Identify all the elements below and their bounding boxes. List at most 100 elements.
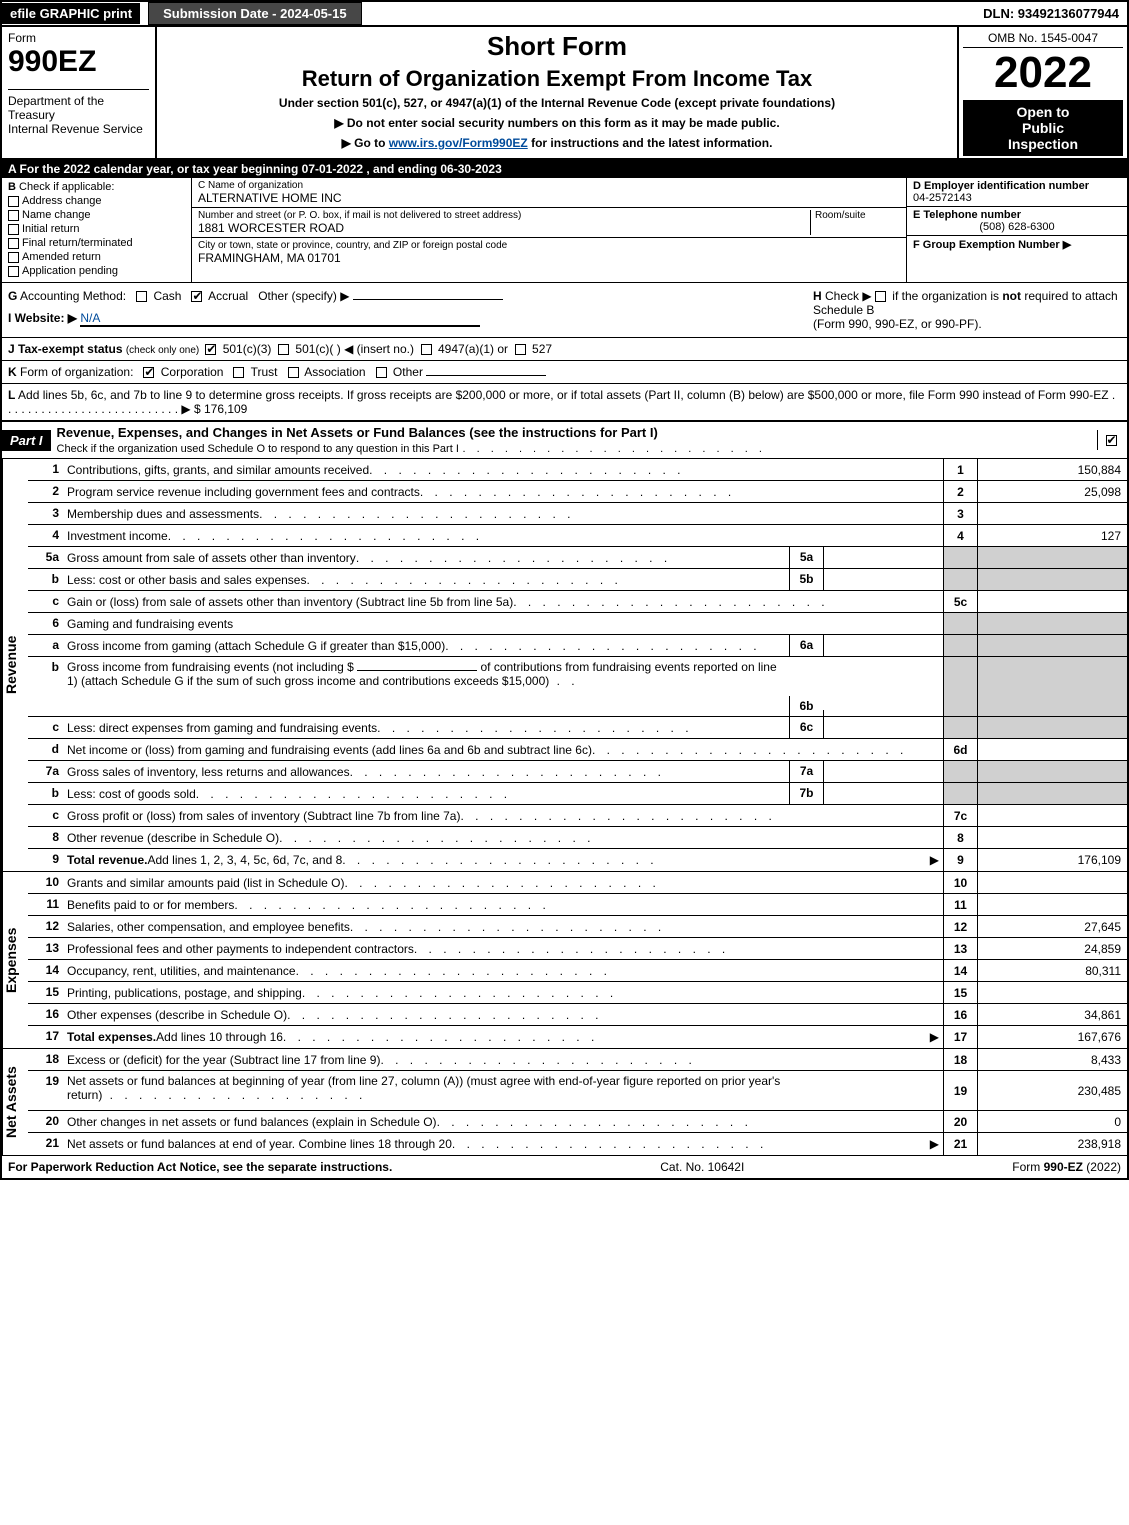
col-num: 17	[943, 1026, 977, 1048]
i-lead: I Website: ▶	[8, 311, 77, 325]
form-word: Form	[8, 31, 149, 45]
short-form-title: Short Form	[163, 31, 951, 62]
j-4947: 4947(a)(1) or	[438, 342, 508, 356]
col-val: 25,098	[977, 481, 1127, 502]
submission-date: Submission Date - 2024-05-15	[148, 2, 362, 25]
g-cash-checkbox[interactable]	[136, 291, 147, 302]
col-val	[977, 591, 1127, 612]
section-l: L Add lines 5b, 6c, and 7b to line 9 to …	[2, 384, 1127, 421]
line-desc: Occupancy, rent, utilities, and maintena…	[63, 960, 943, 981]
g-lead: G	[8, 289, 17, 303]
header-left: Form 990EZ Department of the Treasury In…	[2, 27, 157, 158]
line-15: 15Printing, publications, postage, and s…	[28, 982, 1127, 1004]
line-20: 20Other changes in net assets or fund ba…	[28, 1111, 1127, 1133]
section-b: B Check if applicable: Address change Na…	[2, 178, 192, 282]
j-527-checkbox[interactable]	[515, 344, 526, 355]
g-other: Other (specify) ▶	[258, 289, 349, 303]
j-501c3-checkbox[interactable]	[205, 344, 216, 355]
inspection-badge: Open to Public Inspection	[963, 100, 1123, 156]
col-num-shade	[943, 635, 977, 656]
line-6: 6Gaming and fundraising events	[28, 613, 1127, 635]
irs-link[interactable]: www.irs.gov/Form990EZ	[389, 136, 528, 150]
line-18: 18Excess or (deficit) for the year (Subt…	[28, 1049, 1127, 1071]
line-num: 15	[28, 982, 63, 1003]
g-label: Accounting Method:	[20, 289, 126, 303]
col-num: 6d	[943, 739, 977, 760]
col-val-shade	[977, 613, 1127, 634]
part1-title-block: Revenue, Expenses, and Changes in Net As…	[51, 422, 1097, 458]
line-6c: cLess: direct expenses from gaming and f…	[28, 717, 1127, 739]
b-name-change[interactable]: Name change	[8, 209, 185, 221]
footer-left: For Paperwork Reduction Act Notice, see …	[8, 1160, 392, 1174]
part1-checkbox[interactable]	[1106, 435, 1117, 446]
b-initial-return[interactable]: Initial return	[8, 223, 185, 235]
info-grid: B Check if applicable: Address change Na…	[2, 178, 1127, 283]
line-6d: dNet income or (loss) from gaming and fu…	[28, 739, 1127, 761]
b-address-change[interactable]: Address change	[8, 195, 185, 207]
b-final-return[interactable]: Final return/terminated	[8, 237, 185, 249]
dept-line2: Internal Revenue Service	[8, 122, 149, 136]
i-website-value[interactable]: N/A	[80, 311, 480, 327]
line-12: 12Salaries, other compensation, and empl…	[28, 916, 1127, 938]
line-6b: bGross income from fundraising events (n…	[28, 657, 1127, 717]
line-9: 9Total revenue. Add lines 1, 2, 3, 4, 5c…	[28, 849, 1127, 871]
l-text: Add lines 5b, 6c, and 7b to line 9 to de…	[18, 388, 1109, 402]
section-i: I Website: ▶ N/A	[8, 311, 801, 327]
col-num-shade	[943, 657, 977, 716]
col-num: 2	[943, 481, 977, 502]
line-desc: Professional fees and other payments to …	[63, 938, 943, 959]
col-val: 8,433	[977, 1049, 1127, 1070]
k-assoc: Association	[304, 365, 365, 379]
col-num: 19	[943, 1071, 977, 1110]
line-num: b	[28, 657, 63, 716]
footer-mid: Cat. No. 10642I	[392, 1160, 1012, 1174]
j-hint: (check only one) ­	[126, 345, 202, 356]
net-assets-block: Net Assets 18Excess or (deficit) for the…	[2, 1049, 1127, 1155]
section-h: H Check ▶ if the organization is not req…	[807, 283, 1127, 337]
k-assoc-checkbox[interactable]	[288, 367, 299, 378]
line-desc: Benefits paid to or for members . . . . …	[63, 894, 943, 915]
col-val	[977, 894, 1127, 915]
line-num: 5a	[28, 547, 63, 568]
k-trust-checkbox[interactable]	[233, 367, 244, 378]
col-num: 21	[943, 1133, 977, 1155]
b-item-0: Address change	[22, 195, 102, 207]
b-amended-return[interactable]: Amended return	[8, 251, 185, 263]
line-10: 10Grants and similar amounts paid (list …	[28, 872, 1127, 894]
line-13: 13Professional fees and other payments t…	[28, 938, 1127, 960]
k-other-checkbox[interactable]	[376, 367, 387, 378]
j-4947-checkbox[interactable]	[421, 344, 432, 355]
line-11: 11Benefits paid to or for members . . . …	[28, 894, 1127, 916]
line-2: 2Program service revenue including gover…	[28, 481, 1127, 503]
line-num: 9	[28, 849, 63, 871]
col-val-shade	[977, 569, 1127, 590]
b-application-pending[interactable]: Application pending	[8, 265, 185, 277]
col-num: 15	[943, 982, 977, 1003]
h-checkbox[interactable]	[875, 291, 886, 302]
line-desc: Program service revenue including govern…	[63, 481, 943, 502]
line-1: 1Contributions, gifts, grants, and simil…	[28, 459, 1127, 481]
k-lead: K	[8, 365, 17, 379]
expenses-block: Expenses 10Grants and similar amounts pa…	[2, 872, 1127, 1049]
line-4: 4Investment income . . . . . . . . . . .…	[28, 525, 1127, 547]
footer-right-post: (2022)	[1083, 1160, 1121, 1174]
line-num: 7a	[28, 761, 63, 782]
efile-print-label[interactable]: efile GRAPHIC print	[2, 3, 140, 24]
mini-num: 6a	[789, 635, 823, 656]
part1-label: Part I	[2, 430, 51, 451]
g-accrual-checkbox[interactable]	[191, 291, 202, 302]
col-num-shade	[943, 613, 977, 634]
col-val	[977, 739, 1127, 760]
col-num-shade	[943, 783, 977, 804]
k-corp-checkbox[interactable]	[143, 367, 154, 378]
line-desc: Membership dues and assessments . . . . …	[63, 503, 943, 524]
section-j: J Tax-exempt status (check only one) ­ 5…	[2, 338, 1127, 361]
j-501c-checkbox[interactable]	[278, 344, 289, 355]
mini-val	[823, 783, 943, 804]
col-num: 9	[943, 849, 977, 871]
line-desc: Other changes in net assets or fund bala…	[63, 1111, 943, 1132]
line-num: 17	[28, 1026, 63, 1048]
col-val: 127	[977, 525, 1127, 546]
line-num: 1	[28, 459, 63, 480]
part1-title: Revenue, Expenses, and Changes in Net As…	[57, 425, 658, 440]
